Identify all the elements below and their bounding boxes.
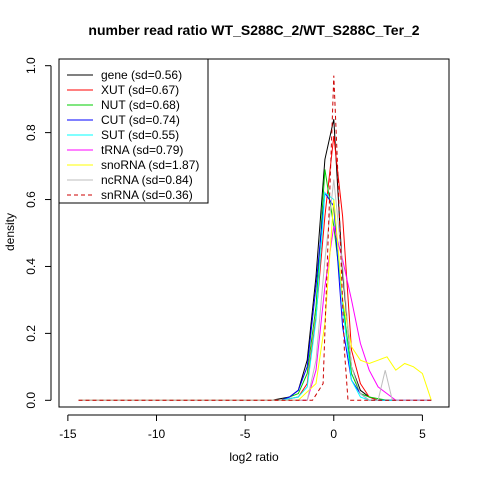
series-line-6: [78, 199, 432, 401]
x-tick-label-4: 5: [419, 427, 426, 441]
series-line-5: [78, 226, 432, 401]
series-line-8: [78, 75, 432, 401]
chart-title: number read ratio WT_S288C_2/WT_S288C_Te…: [88, 22, 419, 38]
y-tick-label-5: 1.0: [24, 57, 38, 74]
x-tick-label-1: -10: [148, 427, 166, 441]
legend: gene (sd=0.56)XUT (sd=0.67)NUT (sd=0.68)…: [58, 58, 209, 204]
y-tick-label-0: 0.0: [24, 392, 38, 409]
legend-label-7: ncRNA (sd=0.84): [101, 173, 193, 187]
series-line-3: [78, 191, 432, 401]
y-tick-label-4: 0.8: [24, 124, 38, 141]
x-tick-label-3: 0: [330, 427, 337, 441]
series-line-4: [78, 191, 432, 401]
x-axis-label: log2 ratio: [229, 450, 279, 464]
plot-area: [78, 75, 432, 401]
y-tick-label-3: 0.6: [24, 191, 38, 208]
legend-box: [58, 58, 209, 204]
axes: -15 -10 -5 0 5 0.0 0.2 0.4 0.6 0.8 1.0: [24, 57, 450, 441]
legend-label-3: CUT (sd=0.74): [101, 113, 180, 127]
series-line-7: [78, 179, 432, 401]
x-tick-label-2: -5: [240, 427, 251, 441]
legend-label-2: NUT (sd=0.68): [101, 98, 180, 112]
y-axis-label: density: [3, 213, 17, 251]
series-line-2: [78, 169, 432, 401]
legend-label-8: snRNA (sd=0.36): [101, 188, 193, 202]
legend-label-4: SUT (sd=0.55): [101, 128, 179, 142]
legend-label-0: gene (sd=0.56): [101, 68, 182, 82]
legend-label-5: tRNA (sd=0.79): [101, 143, 183, 157]
x-tick-label-0: -15: [59, 427, 77, 441]
legend-label-6: snoRNA (sd=1.87): [101, 158, 199, 172]
legend-label-1: XUT (sd=0.67): [101, 83, 179, 97]
plot-frame: [58, 58, 450, 408]
y-tick-label-2: 0.4: [24, 258, 38, 275]
y-tick-label-1: 0.2: [24, 325, 38, 342]
